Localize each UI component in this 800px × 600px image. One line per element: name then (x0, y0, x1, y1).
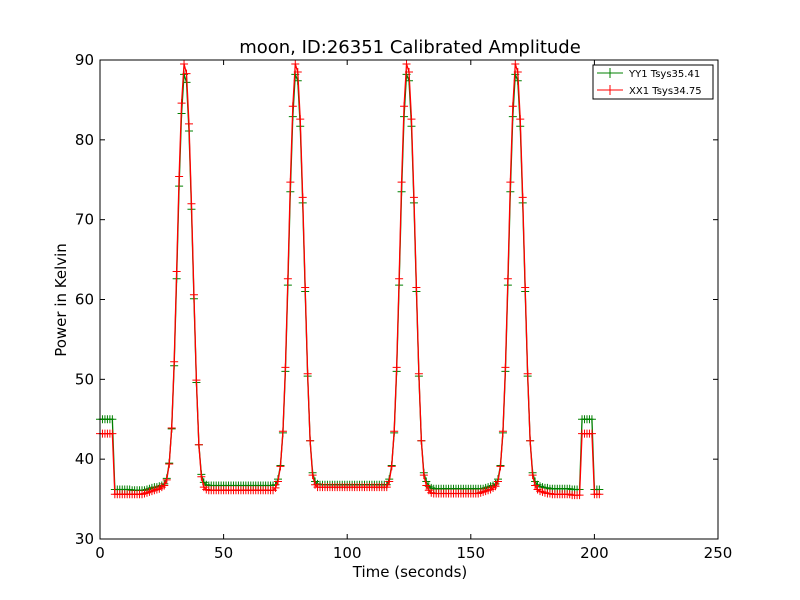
series-1-point (498, 427, 507, 436)
series-1-point (165, 459, 174, 468)
x-tick-label: 50 (214, 544, 233, 562)
plot-area (96, 59, 604, 500)
series-1-point (281, 363, 290, 372)
series-1-point (177, 99, 186, 108)
series-1-point (501, 363, 510, 372)
series-1-point (521, 283, 530, 292)
legend: YY1 Tsys35.41 XX1 Tsys34.75 (592, 64, 714, 100)
series-1-point (306, 436, 315, 445)
series-1-point (417, 436, 426, 445)
series-1-point (419, 471, 428, 480)
series-1-point (412, 283, 421, 292)
series-1-point (293, 67, 302, 76)
x-tick-label: 150 (456, 544, 485, 562)
x-axis-label: Time (seconds) (352, 563, 468, 581)
series-1-point (422, 481, 431, 490)
series-1-point (496, 462, 505, 471)
y-axis-label: Power in Kelvin (52, 243, 70, 357)
legend-label-yy1: YY1 Tsys35.41 (628, 69, 700, 80)
series-1-point (395, 274, 404, 283)
series-1-point (513, 67, 522, 76)
x-tick-label: 0 (95, 544, 105, 562)
series-1-point (192, 376, 201, 385)
series-1-point (291, 59, 300, 68)
series-1-point (278, 427, 287, 436)
series-1-point (172, 267, 181, 276)
series-1-point (407, 115, 416, 124)
series-1-point (493, 477, 502, 486)
series-1-point (402, 59, 411, 68)
series-1-point (405, 67, 413, 76)
series-1-point (511, 59, 520, 68)
series-1-point (167, 424, 176, 433)
series-1-point (189, 290, 198, 299)
y-tick-label: 90 (75, 51, 94, 69)
y-tick-label: 50 (75, 370, 94, 388)
series-1-point (308, 471, 317, 480)
series-1-point (288, 102, 297, 111)
series-1-point (516, 115, 525, 124)
series-1-point (271, 483, 280, 492)
series-1-point (528, 471, 537, 480)
series-1-point (595, 490, 604, 499)
series-1-point (286, 178, 295, 187)
x-tick-label: 250 (704, 544, 733, 562)
x-tick-label: 100 (333, 544, 362, 562)
series-1-point (298, 193, 307, 202)
series-1-point (506, 178, 515, 187)
y-tick-label: 60 (75, 291, 94, 309)
series-1-point (296, 115, 305, 124)
series-1-point (409, 193, 418, 202)
y-tick-label: 70 (75, 211, 94, 229)
series-1-point (387, 462, 396, 471)
series-1-point (414, 369, 423, 378)
series-1-point (400, 102, 409, 111)
series-1-point (187, 199, 196, 208)
series-1-point (392, 363, 401, 372)
chart-title: moon, ID:26351 Calibrated Amplitude (239, 37, 581, 58)
series-1-point (184, 119, 193, 128)
series-1-point (523, 369, 532, 378)
series-1-point (182, 69, 191, 78)
series-1-point (587, 429, 596, 438)
axis-ticks: 0 50 100 150 200 250 30 40 50 60 70 80 90 (75, 51, 732, 562)
y-tick-label: 30 (75, 530, 94, 548)
legend-label-xx1: XX1 Tsys34.75 (629, 86, 702, 97)
series-1-point (175, 172, 184, 181)
series-1-point (197, 472, 206, 481)
series-1-point (503, 274, 512, 283)
series-1-point (180, 59, 189, 68)
series-1-point (170, 357, 179, 366)
legend-box (592, 64, 714, 100)
series-1-point (518, 193, 527, 202)
series-1-point (526, 436, 535, 445)
x-tick-label: 200 (580, 544, 609, 562)
series-1-point (508, 102, 517, 111)
series-1-point (162, 475, 171, 484)
series-1-point (160, 481, 169, 490)
series-1-point (276, 462, 285, 471)
y-tick-label: 80 (75, 131, 94, 149)
series-1-point (108, 429, 117, 438)
series-1-point (575, 491, 584, 500)
series-1-point (390, 427, 399, 436)
series-1-point (194, 440, 203, 449)
series-1-point (491, 482, 500, 491)
series-1-point (397, 178, 406, 187)
series-1-point (385, 477, 394, 486)
series-1-point (303, 369, 312, 378)
y-tick-label: 40 (75, 450, 94, 468)
series-0-point (587, 415, 596, 424)
series-1-point (301, 283, 310, 292)
series-1-point (273, 477, 282, 486)
series-0-point (108, 415, 117, 424)
series-1-point (382, 483, 391, 492)
series-1-point (283, 274, 292, 283)
